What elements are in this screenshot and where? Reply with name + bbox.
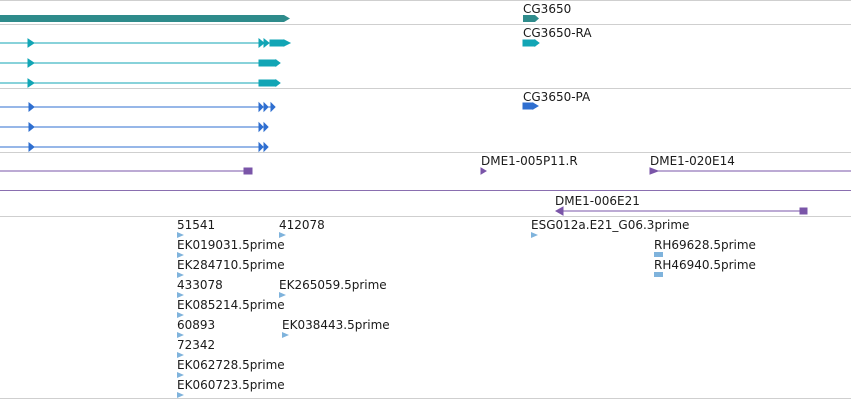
track-separator bbox=[0, 24, 851, 25]
clone-label: DME1-005P11.R bbox=[481, 154, 578, 168]
est-label: EK265059.5prime bbox=[279, 278, 387, 292]
protein-label: CG3650-PA bbox=[523, 90, 591, 104]
est-label: EK062728.5prime bbox=[177, 358, 285, 372]
est-label: ESG012a.E21_G06.3prime bbox=[531, 218, 690, 232]
transcript-ra-features[interactable] bbox=[0, 37, 540, 88]
est-label: 72342 bbox=[177, 338, 216, 352]
est-label: EK038443.5prime bbox=[282, 318, 390, 332]
est-label: EK085214.5prime bbox=[177, 298, 285, 312]
clone-label: DME1-020E14 bbox=[650, 154, 735, 168]
gene-label: CG3650 bbox=[523, 2, 572, 16]
track-separator bbox=[0, 398, 851, 399]
clone-label: DME1-006E21 bbox=[555, 194, 640, 208]
track-separator bbox=[0, 216, 851, 217]
est-label: RH46940.5prime bbox=[654, 258, 756, 272]
est-label: EK284710.5prime bbox=[177, 258, 285, 272]
est-label: 412078 bbox=[279, 218, 325, 232]
gene-feature[interactable] bbox=[0, 15, 539, 22]
protein-pa-features[interactable] bbox=[0, 101, 539, 153]
track-separator bbox=[0, 190, 851, 191]
est-label: RH69628.5prime bbox=[654, 238, 756, 252]
est-label: 433078 bbox=[177, 278, 223, 292]
track-separator bbox=[0, 0, 851, 1]
est-label: 51541 bbox=[177, 218, 216, 232]
est-label: EK060723.5prime bbox=[177, 378, 285, 392]
clone-features[interactable] bbox=[0, 167, 851, 216]
track-separator bbox=[0, 152, 851, 153]
est-label: 60893 bbox=[177, 318, 216, 332]
est-features[interactable] bbox=[177, 232, 663, 398]
transcript-label: CG3650-RA bbox=[523, 26, 592, 40]
est-label: EK019031.5prime bbox=[177, 238, 285, 252]
track-separator bbox=[0, 88, 851, 89]
